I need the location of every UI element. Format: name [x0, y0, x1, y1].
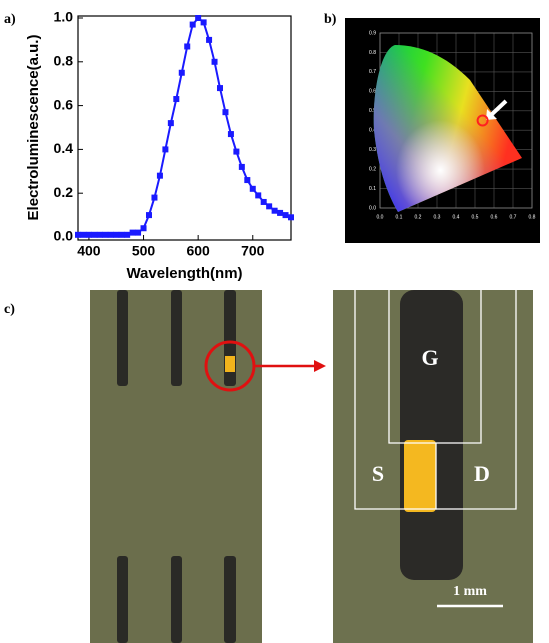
marker [184, 43, 191, 50]
marker [113, 231, 120, 238]
plot-frame [77, 15, 292, 241]
y-tick-label: 0.0 [369, 205, 376, 211]
marker [129, 229, 136, 236]
electrode [117, 290, 128, 386]
x-tick-label: 0.0 [377, 214, 384, 220]
marker [96, 231, 103, 238]
panel-label: c) [4, 302, 15, 317]
arrow-head [486, 109, 497, 120]
marker [118, 231, 125, 238]
y-tick-label: 0.6 [369, 89, 376, 95]
marker [227, 131, 234, 138]
y-tick-label: 0.6 [54, 96, 74, 112]
marker [266, 203, 273, 210]
y-tick-label: 1.0 [54, 9, 74, 25]
y-tick-label: 0.4 [54, 140, 74, 156]
marker [162, 146, 169, 153]
marker [124, 231, 131, 238]
y-tick-label: 0.2 [54, 184, 74, 200]
electrode [224, 556, 236, 643]
x-tick-label: 600 [186, 243, 210, 259]
panel-label: b) [324, 12, 337, 27]
x-tick-label: 700 [241, 243, 265, 259]
x-axis-label: Wavelength(nm) [126, 265, 242, 282]
marker [80, 231, 87, 238]
y-tick-label: 0.8 [54, 53, 74, 69]
x-tick-label: 0.5 [472, 214, 479, 220]
arrow-head [314, 360, 326, 372]
arrow [488, 99, 508, 118]
marker [249, 185, 256, 192]
marker [135, 229, 142, 236]
marker [200, 19, 207, 26]
channel [400, 290, 463, 580]
emission [404, 440, 436, 512]
electrode [117, 556, 128, 643]
x-tick-label: 400 [77, 243, 101, 259]
marker [195, 15, 202, 21]
marker [238, 163, 245, 170]
marker [102, 231, 109, 238]
y-tick-label: 0.4 [369, 128, 376, 134]
marker [255, 192, 262, 199]
electrode-outlines [354, 290, 517, 510]
marker [233, 148, 240, 155]
panel-label: a) [4, 12, 16, 27]
x-tick-label: 500 [132, 243, 156, 259]
marker [156, 172, 163, 179]
marker [217, 85, 223, 92]
marker [151, 194, 158, 201]
marker [75, 231, 81, 238]
marker [271, 207, 278, 214]
marker [178, 69, 185, 76]
y-tick-label: 0.2 [369, 166, 376, 172]
marker [85, 231, 92, 238]
y-tick-label: 0.9 [369, 30, 376, 36]
cie-gamut-white [373, 45, 522, 212]
marker [140, 225, 147, 232]
line [78, 16, 292, 236]
marker [167, 120, 174, 127]
marker [260, 198, 267, 205]
marker [244, 177, 251, 184]
x-tick-label: 0.8 [529, 214, 536, 220]
x-tick-label: 0.1 [396, 214, 403, 220]
marker [146, 212, 152, 219]
marker [282, 212, 289, 219]
marker [211, 58, 218, 65]
marker [189, 21, 196, 28]
marker [91, 231, 98, 238]
marker [173, 96, 180, 103]
x-tick-label: 0.2 [415, 214, 422, 220]
y-tick-label: 0.0 [54, 228, 74, 244]
y-tick-label: 0.1 [369, 186, 376, 192]
source-label: S [372, 461, 384, 486]
x-tick-label: 0.6 [491, 214, 498, 220]
marker [206, 36, 213, 43]
highlight-circle [204, 340, 256, 392]
gate-label: G [421, 345, 438, 370]
x-tick-label: 0.3 [434, 214, 441, 220]
y-tick-label: 0.5 [369, 108, 376, 114]
marker [288, 214, 294, 221]
electrode [171, 556, 182, 643]
x-tick-label: 0.7 [510, 214, 517, 220]
y-axis-label: Electroluminescence(a.u.) [25, 35, 42, 221]
y-tick-label: 0.7 [369, 69, 376, 75]
y-tick-label: 0.3 [369, 147, 376, 153]
y-tick-label: 0.8 [369, 50, 376, 56]
marker [107, 231, 114, 238]
emission [225, 356, 235, 372]
marker [277, 209, 284, 216]
x-tick-label: 0.4 [453, 214, 460, 220]
electrode [171, 290, 182, 386]
scale-bar-label: 1 mm [453, 584, 487, 599]
color-point [476, 114, 489, 127]
drain-label: D [474, 461, 490, 486]
marker [222, 109, 229, 116]
